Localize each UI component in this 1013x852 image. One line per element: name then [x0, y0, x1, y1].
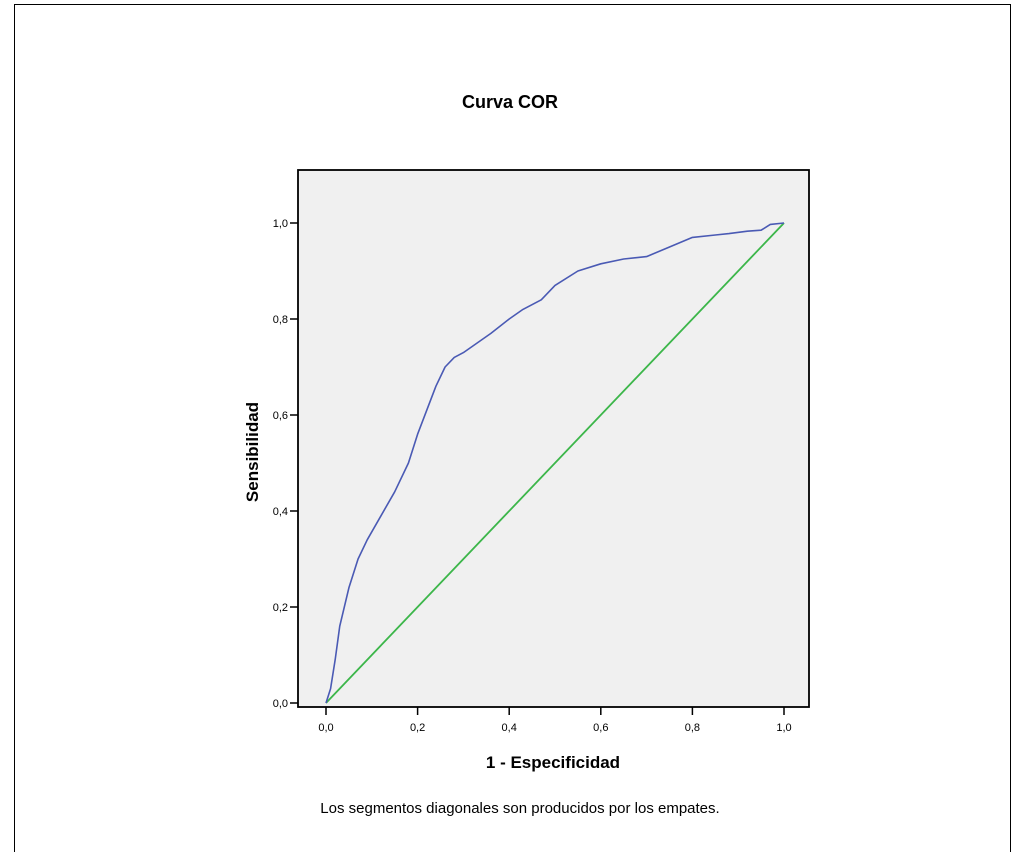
x-tick-label: 0,8 [685, 722, 700, 734]
x-tick-label: 0,2 [410, 722, 425, 734]
y-tick-label: 0,0 [273, 698, 288, 710]
y-tick-label: 0,2 [273, 602, 288, 614]
x-tick-label: 0,0 [318, 722, 333, 734]
x-tick-label: 0,6 [593, 722, 608, 734]
x-axis: 0,0 0,2 0,4 0,6 0,8 1,0 [318, 707, 792, 734]
y-axis-title: Sensibilidad [243, 402, 262, 502]
reference-line [325, 222, 785, 704]
x-tick-label: 1,0 [776, 722, 791, 734]
y-tick-label: 0,4 [273, 506, 288, 518]
footnote: Los segmentos diagonales son producidos … [320, 800, 719, 817]
plot-area [297, 169, 810, 708]
roc-curve [325, 222, 785, 704]
y-tick-label: 1,0 [273, 218, 288, 230]
y-axis: 0,0 0,2 0,4 0,6 0,8 1,0 [273, 218, 298, 710]
chart-title: Curva COR [462, 92, 558, 112]
y-tick-label: 0,6 [273, 410, 288, 422]
y-tick-label: 0,8 [273, 314, 288, 326]
x-axis-title: 1 - Especificidad [486, 753, 620, 772]
x-tick-label: 0,4 [502, 722, 517, 734]
figure-frame [14, 4, 1011, 852]
